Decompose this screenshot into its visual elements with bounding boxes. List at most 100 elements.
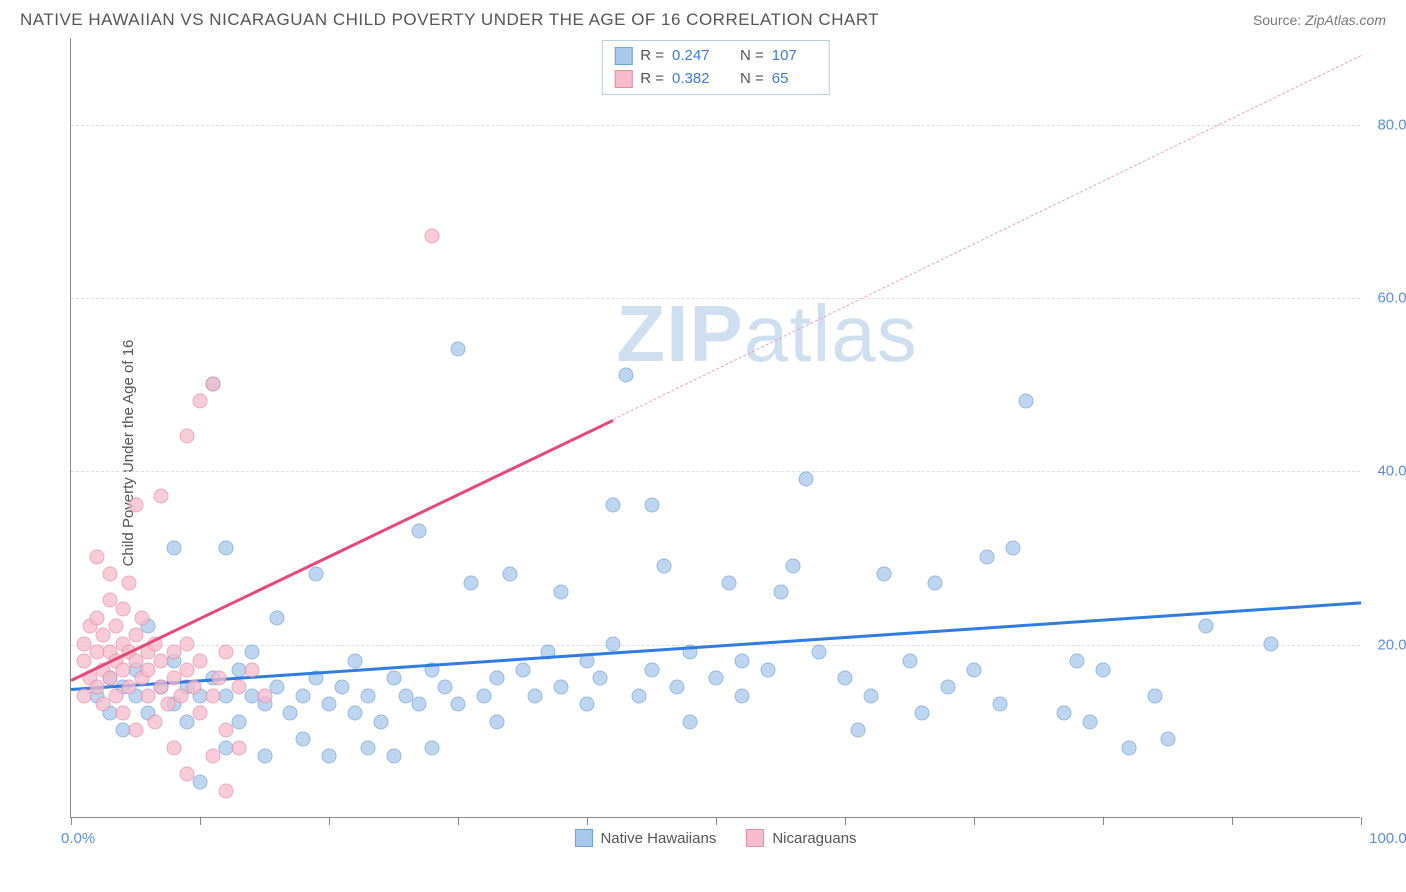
data-point [322, 749, 337, 764]
data-point [451, 697, 466, 712]
data-point [193, 775, 208, 790]
source-value: ZipAtlas.com [1305, 12, 1386, 28]
data-point [438, 680, 453, 695]
data-point [1160, 732, 1175, 747]
data-point [709, 671, 724, 686]
y-tick-label: 40.0% [1377, 463, 1406, 480]
data-point [799, 472, 814, 487]
data-point [134, 610, 149, 625]
r-label: R = [640, 68, 664, 91]
data-point [270, 610, 285, 625]
data-point [309, 567, 324, 582]
n-label: N = [740, 45, 764, 68]
data-point [180, 428, 195, 443]
data-point [212, 671, 227, 686]
data-point [347, 654, 362, 669]
data-point [412, 524, 427, 539]
x-tick [974, 817, 975, 825]
data-point [115, 602, 130, 617]
series-swatch [614, 70, 632, 88]
plot-area: ZIPatlas R =0.247N =107R =0.382N =65 0.0… [70, 38, 1360, 818]
data-point [838, 671, 853, 686]
watermark-light: atlas [744, 289, 918, 378]
data-point [322, 697, 337, 712]
legend-swatch [746, 829, 764, 847]
data-point [386, 749, 401, 764]
data-point [244, 662, 259, 677]
data-point [180, 636, 195, 651]
source-attribution: Source: ZipAtlas.com [1253, 12, 1386, 28]
data-point [231, 714, 246, 729]
x-tick [845, 817, 846, 825]
data-point [115, 706, 130, 721]
x-tick [716, 817, 717, 825]
data-point [760, 662, 775, 677]
y-tick-label: 60.0% [1377, 290, 1406, 307]
data-point [489, 714, 504, 729]
data-point [122, 576, 137, 591]
chart-container: Child Poverty Under the Age of 16 ZIPatl… [20, 38, 1386, 868]
data-point [941, 680, 956, 695]
data-point [1057, 706, 1072, 721]
data-point [863, 688, 878, 703]
data-point [1083, 714, 1098, 729]
gridline [71, 298, 1360, 299]
data-point [360, 688, 375, 703]
x-tick [329, 817, 330, 825]
data-point [734, 688, 749, 703]
r-label: R = [640, 45, 664, 68]
data-point [425, 229, 440, 244]
data-point [592, 671, 607, 686]
data-point [1263, 636, 1278, 651]
x-axis-max-label: 100.0% [1369, 830, 1406, 847]
data-point [167, 740, 182, 755]
data-point [205, 376, 220, 391]
data-point [734, 654, 749, 669]
data-point [502, 567, 517, 582]
data-point [373, 714, 388, 729]
data-point [928, 576, 943, 591]
data-point [554, 680, 569, 695]
data-point [618, 368, 633, 383]
data-point [102, 567, 117, 582]
data-point [605, 636, 620, 651]
data-point [489, 671, 504, 686]
x-tick [458, 817, 459, 825]
data-point [270, 680, 285, 695]
series-swatch [614, 47, 632, 65]
data-point [128, 498, 143, 513]
n-value: 107 [772, 45, 807, 68]
data-point [915, 706, 930, 721]
r-value: 0.382 [672, 68, 722, 91]
x-tick [1232, 817, 1233, 825]
data-point [186, 680, 201, 695]
data-point [967, 662, 982, 677]
x-tick [1103, 817, 1104, 825]
data-point [296, 688, 311, 703]
stats-row: R =0.247N =107 [614, 45, 817, 68]
data-point [386, 671, 401, 686]
data-point [451, 342, 466, 357]
data-point [244, 645, 259, 660]
data-point [205, 688, 220, 703]
x-tick [200, 817, 201, 825]
data-point [193, 394, 208, 409]
data-point [347, 706, 362, 721]
data-point [644, 498, 659, 513]
data-point [876, 567, 891, 582]
data-point [218, 541, 233, 556]
data-point [109, 619, 124, 634]
data-point [154, 489, 169, 504]
data-point [657, 558, 672, 573]
data-point [670, 680, 685, 695]
watermark: ZIPatlas [616, 288, 917, 380]
legend-label: Nicaraguans [772, 830, 856, 847]
data-point [180, 766, 195, 781]
data-point [128, 723, 143, 738]
data-point [360, 740, 375, 755]
data-point [605, 498, 620, 513]
data-point [205, 749, 220, 764]
data-point [89, 610, 104, 625]
data-point [683, 714, 698, 729]
data-point [644, 662, 659, 677]
